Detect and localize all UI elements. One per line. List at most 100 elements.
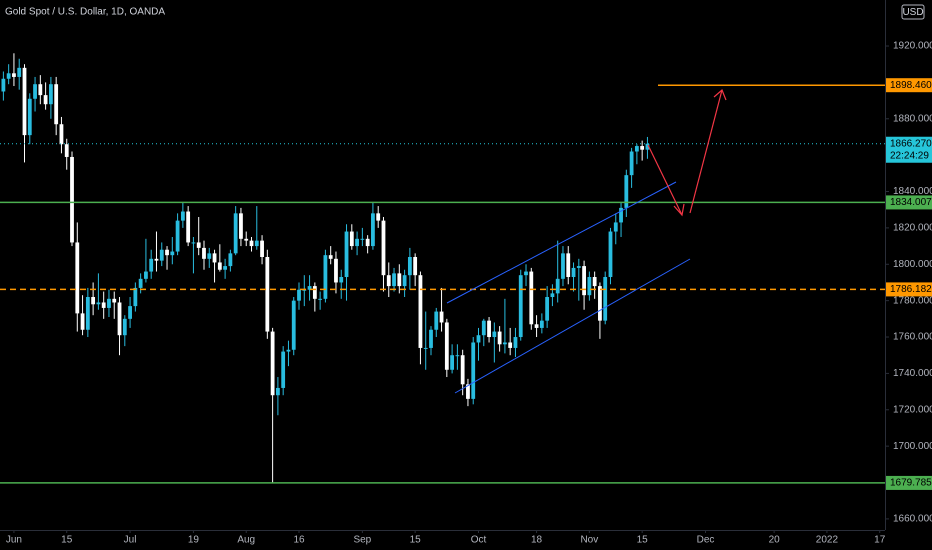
candle-body xyxy=(334,258,338,283)
candle-body xyxy=(12,73,16,77)
currency[interactable]: USD xyxy=(902,7,923,18)
y-tick-label: 1700.000 xyxy=(893,441,932,452)
candle-body xyxy=(466,384,470,399)
level-label: 1786.182 xyxy=(890,284,932,295)
candle-body xyxy=(186,211,191,243)
candle-body xyxy=(349,231,354,247)
candle-body xyxy=(566,253,571,278)
candle-body xyxy=(344,231,349,278)
y-tick-label: 1880.000 xyxy=(893,113,932,124)
x-tick-label: 15 xyxy=(61,535,73,546)
candle-body xyxy=(413,256,418,276)
candle-body xyxy=(539,320,544,328)
currency-box[interactable] xyxy=(901,4,925,20)
x-tick-label: Dec xyxy=(697,535,715,546)
level-box xyxy=(886,475,932,490)
candle-body xyxy=(592,277,597,287)
x-tick-label: Oct xyxy=(471,535,487,546)
candle-body xyxy=(249,240,254,247)
candle-body xyxy=(59,124,64,145)
candle-body xyxy=(286,349,291,352)
candle-body xyxy=(502,342,507,345)
candle-body xyxy=(418,275,423,348)
candle-body xyxy=(524,271,528,276)
candle-body xyxy=(397,273,402,287)
candle-body xyxy=(323,255,328,299)
x-tick-label: 18 xyxy=(531,535,543,546)
candle-body xyxy=(481,320,486,336)
candle-body xyxy=(576,266,581,268)
candle-body xyxy=(17,67,22,77)
candle-body xyxy=(48,84,53,105)
candle-body xyxy=(476,335,481,343)
candle-body xyxy=(360,238,365,240)
candle-body xyxy=(275,387,280,396)
y-tick-label: 1760.000 xyxy=(893,332,932,343)
candle-body xyxy=(297,289,301,301)
candle-body xyxy=(529,271,534,325)
level-box xyxy=(886,195,932,210)
candle-body xyxy=(355,238,359,247)
candle-body xyxy=(534,324,539,328)
candle-body xyxy=(471,342,476,399)
candle-body xyxy=(196,242,201,248)
candle-body xyxy=(180,211,185,221)
x-tick-label: Sep xyxy=(353,535,371,546)
candle-body xyxy=(307,286,312,290)
countdown: 22:24:29 xyxy=(890,150,929,161)
candle-body xyxy=(561,253,565,279)
x-tick-label: 2022 xyxy=(816,535,839,546)
candle-body xyxy=(138,278,143,288)
candle-body xyxy=(149,258,154,272)
candle-body xyxy=(265,256,270,332)
channel-lower xyxy=(454,258,691,394)
candle-body xyxy=(233,213,238,254)
candle-body xyxy=(634,146,639,152)
y-tick-label: 1660.000 xyxy=(893,514,932,525)
arrow-down xyxy=(647,144,683,216)
candle-body xyxy=(545,297,550,321)
candle-body xyxy=(386,275,391,287)
last-price-box xyxy=(886,136,932,163)
candle-body xyxy=(133,287,138,307)
candle-body xyxy=(619,207,623,223)
candle-body xyxy=(328,255,333,259)
candle-body xyxy=(91,297,96,305)
candle-body xyxy=(455,355,460,357)
candle-body xyxy=(450,355,455,370)
candle-body xyxy=(429,329,433,348)
level-label: 1834.007 xyxy=(890,197,932,208)
candle-body xyxy=(270,331,275,396)
candle-body xyxy=(582,266,586,296)
candle-body xyxy=(407,256,412,276)
candle-body xyxy=(75,242,80,314)
x-tick-label: 16 xyxy=(293,535,305,546)
arrow-up xyxy=(689,89,723,214)
candle-body xyxy=(254,240,259,247)
candle-body xyxy=(33,84,37,99)
y-tick-label: 1840.000 xyxy=(893,186,932,197)
candle-body xyxy=(165,249,169,256)
candle-body xyxy=(603,277,608,321)
candle-body xyxy=(228,253,233,267)
candle-body xyxy=(244,238,249,241)
candle-body xyxy=(645,143,650,150)
candle-body xyxy=(128,306,132,319)
y-tick-label: 1740.000 xyxy=(893,368,932,379)
candle-body xyxy=(376,213,381,221)
candle-body xyxy=(212,253,217,263)
candle-body xyxy=(154,258,159,261)
candle-body xyxy=(1,78,6,92)
level-box xyxy=(886,282,932,297)
candle-body xyxy=(518,275,523,338)
candle-body xyxy=(318,298,323,300)
candle-body xyxy=(371,213,375,247)
x-tick-label: 19 xyxy=(188,535,200,546)
candle-body xyxy=(444,322,449,370)
candle-body xyxy=(339,277,344,283)
candle-body xyxy=(96,302,101,305)
candle-body xyxy=(291,300,296,350)
candle-body xyxy=(64,144,69,157)
candle-body xyxy=(624,175,629,208)
